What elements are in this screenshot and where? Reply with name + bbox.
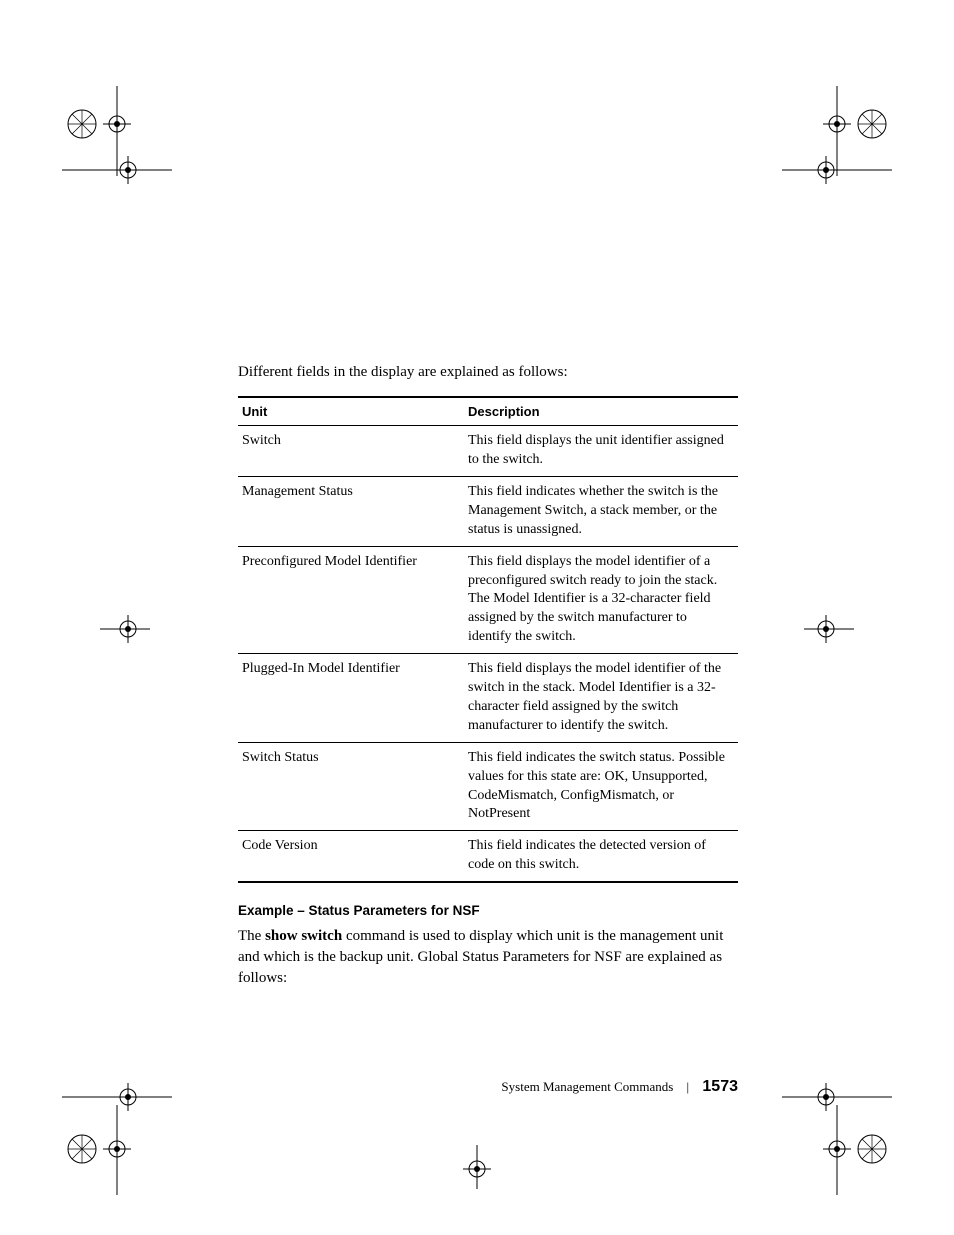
table-row: Switch Status This field indicates the s… <box>238 742 738 831</box>
cell-unit: Preconfigured Model Identifier <box>238 546 464 653</box>
table-row: Switch This field displays the unit iden… <box>238 426 738 477</box>
table-row: Management Status This field indicates w… <box>238 477 738 547</box>
cell-desc: This field displays the model identifier… <box>464 546 738 653</box>
cell-unit: Management Status <box>238 477 464 547</box>
cell-unit: Code Version <box>238 831 464 882</box>
footer-page-number: 1573 <box>702 1078 738 1095</box>
footer-separator: | <box>687 1079 690 1094</box>
body-text-bold: show switch <box>265 928 342 944</box>
table-header-row: Unit Description <box>238 397 738 426</box>
table-row: Plugged-In Model Identifier This field d… <box>238 654 738 743</box>
cell-unit: Plugged-In Model Identifier <box>238 654 464 743</box>
cell-desc: This field displays the model identifier… <box>464 654 738 743</box>
body-paragraph: The show switch command is used to displ… <box>238 926 738 989</box>
col-header-desc: Description <box>464 397 738 426</box>
intro-text: Different fields in the display are expl… <box>238 362 738 382</box>
cell-desc: This field displays the unit identifier … <box>464 426 738 477</box>
cell-unit: Switch <box>238 426 464 477</box>
table-row: Code Version This field indicates the de… <box>238 831 738 882</box>
fields-table: Unit Description Switch This field displ… <box>238 396 738 883</box>
cell-desc: This field indicates the switch status. … <box>464 742 738 831</box>
page-content: Different fields in the display are expl… <box>238 362 738 989</box>
example-heading: Example – Status Parameters for NSF <box>238 903 738 918</box>
col-header-unit: Unit <box>238 397 464 426</box>
cell-unit: Switch Status <box>238 742 464 831</box>
body-text-pre: The <box>238 928 265 944</box>
page-footer: System Management Commands | 1573 <box>238 1078 738 1096</box>
cell-desc: This field indicates the detected versio… <box>464 831 738 882</box>
table-row: Preconfigured Model Identifier This fiel… <box>238 546 738 653</box>
footer-section: System Management Commands <box>501 1079 673 1094</box>
cell-desc: This field indicates whether the switch … <box>464 477 738 547</box>
